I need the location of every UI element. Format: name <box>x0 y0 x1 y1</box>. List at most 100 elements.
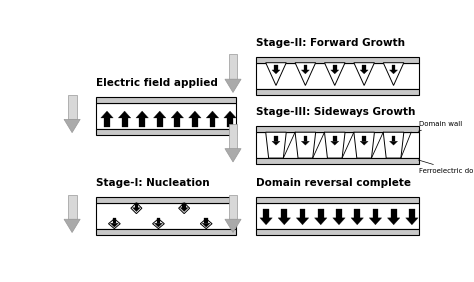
Bar <box>256 63 419 89</box>
Polygon shape <box>266 132 286 158</box>
Polygon shape <box>274 65 278 70</box>
Polygon shape <box>101 111 113 118</box>
Polygon shape <box>296 218 309 225</box>
Polygon shape <box>104 118 110 127</box>
Polygon shape <box>333 136 337 141</box>
Polygon shape <box>278 218 291 225</box>
Polygon shape <box>354 209 360 218</box>
Bar <box>256 197 419 203</box>
Polygon shape <box>136 111 148 118</box>
Polygon shape <box>64 219 80 233</box>
Polygon shape <box>300 209 305 218</box>
Polygon shape <box>336 209 342 218</box>
Text: Stage-I: Nucleation: Stage-I: Nucleation <box>96 178 210 188</box>
Polygon shape <box>295 132 316 158</box>
Polygon shape <box>206 111 219 118</box>
Text: Stage-II: Forward Growth: Stage-II: Forward Growth <box>256 38 405 48</box>
Polygon shape <box>383 63 404 85</box>
Polygon shape <box>131 203 142 214</box>
Bar <box>96 203 236 229</box>
Polygon shape <box>383 132 404 158</box>
Polygon shape <box>227 118 233 127</box>
Polygon shape <box>303 136 307 141</box>
Polygon shape <box>392 65 395 70</box>
Polygon shape <box>272 70 280 74</box>
Polygon shape <box>369 218 382 225</box>
Polygon shape <box>387 218 400 225</box>
Polygon shape <box>303 65 307 70</box>
Polygon shape <box>315 218 327 225</box>
Polygon shape <box>373 209 378 218</box>
Bar <box>96 103 236 129</box>
Polygon shape <box>333 218 345 225</box>
Polygon shape <box>360 141 368 145</box>
Polygon shape <box>182 203 186 208</box>
Bar <box>256 126 419 132</box>
Polygon shape <box>266 63 286 85</box>
Polygon shape <box>225 219 241 233</box>
Polygon shape <box>189 111 201 118</box>
Polygon shape <box>325 63 345 85</box>
Polygon shape <box>68 95 76 119</box>
Polygon shape <box>110 223 118 227</box>
Polygon shape <box>228 124 237 149</box>
Bar <box>256 57 419 63</box>
Polygon shape <box>224 111 237 118</box>
Polygon shape <box>354 63 374 85</box>
Polygon shape <box>228 195 237 219</box>
Polygon shape <box>156 219 160 223</box>
Bar <box>256 132 419 158</box>
Polygon shape <box>225 149 241 162</box>
Polygon shape <box>351 218 364 225</box>
Polygon shape <box>301 141 310 145</box>
Polygon shape <box>331 70 339 74</box>
Polygon shape <box>325 132 345 158</box>
Polygon shape <box>390 70 398 74</box>
Polygon shape <box>318 209 324 218</box>
Polygon shape <box>109 219 120 229</box>
Polygon shape <box>118 111 131 118</box>
Polygon shape <box>201 219 212 229</box>
Bar <box>96 129 236 135</box>
Text: Domain reversal complete: Domain reversal complete <box>256 178 411 188</box>
Polygon shape <box>390 141 398 145</box>
Polygon shape <box>202 223 210 227</box>
Polygon shape <box>272 141 280 145</box>
Text: Stage-III: Sideways Growth: Stage-III: Sideways Growth <box>256 107 415 117</box>
Polygon shape <box>409 209 415 218</box>
Polygon shape <box>174 118 180 127</box>
Polygon shape <box>68 195 76 219</box>
Polygon shape <box>64 119 80 133</box>
Text: Ferroelectric domain: Ferroelectric domain <box>418 160 474 174</box>
Polygon shape <box>153 219 164 229</box>
Polygon shape <box>295 63 316 85</box>
Polygon shape <box>354 132 374 158</box>
Polygon shape <box>263 209 269 218</box>
Polygon shape <box>282 209 287 218</box>
Polygon shape <box>260 218 272 225</box>
Bar <box>96 229 236 235</box>
Polygon shape <box>331 141 339 145</box>
Polygon shape <box>406 218 418 225</box>
Text: Electric field applied: Electric field applied <box>96 78 218 88</box>
Polygon shape <box>210 118 215 127</box>
Polygon shape <box>333 65 337 70</box>
Bar <box>96 197 236 203</box>
Polygon shape <box>204 219 208 223</box>
Polygon shape <box>391 209 397 218</box>
Text: Domain wall: Domain wall <box>418 120 463 131</box>
Polygon shape <box>228 54 237 79</box>
Polygon shape <box>154 111 166 118</box>
Polygon shape <box>274 136 278 141</box>
Bar <box>256 203 419 229</box>
Polygon shape <box>139 118 145 127</box>
Polygon shape <box>392 136 395 141</box>
Polygon shape <box>155 223 163 227</box>
Bar <box>256 89 419 95</box>
Polygon shape <box>132 208 140 212</box>
Bar <box>96 97 236 103</box>
Polygon shape <box>171 111 183 118</box>
Polygon shape <box>135 203 138 208</box>
Polygon shape <box>360 70 368 74</box>
Polygon shape <box>179 203 190 214</box>
